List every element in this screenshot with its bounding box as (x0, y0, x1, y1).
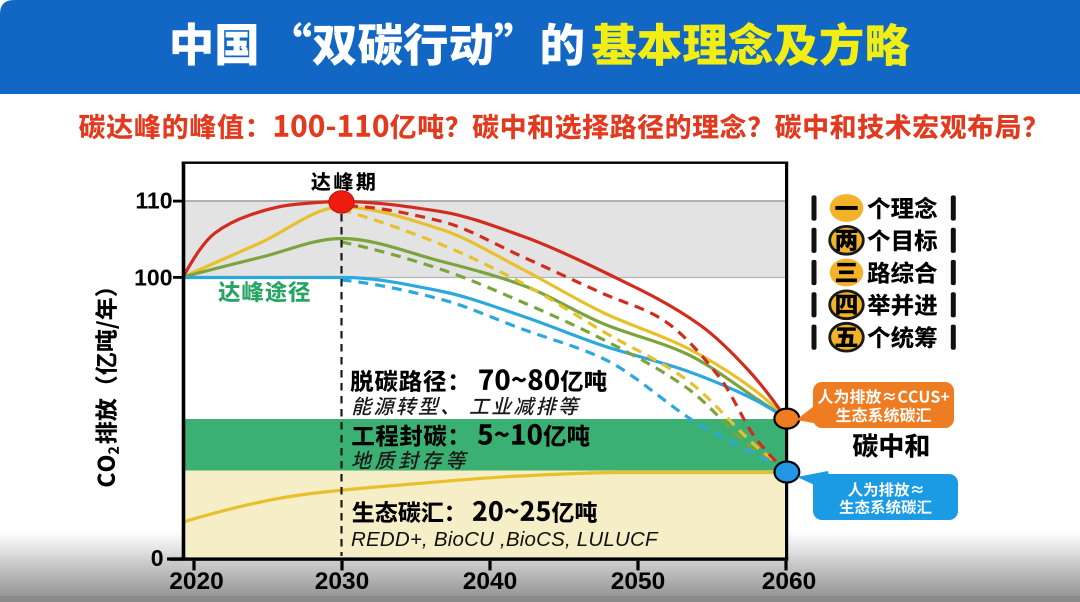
svg-text:2020: 2020 (169, 568, 224, 595)
svg-text:2060: 2060 (762, 568, 817, 595)
svg-text:REDD+, BioCU ,BioCS, LULUCF: REDD+, BioCU ,BioCS, LULUCF (351, 528, 659, 551)
svg-text:2030: 2030 (315, 568, 370, 595)
svg-text:2040: 2040 (463, 568, 518, 595)
svg-text:100: 100 (134, 265, 172, 291)
svg-text:0: 0 (151, 545, 164, 571)
svg-text:2050: 2050 (611, 568, 666, 595)
svg-text:110: 110 (135, 187, 172, 213)
